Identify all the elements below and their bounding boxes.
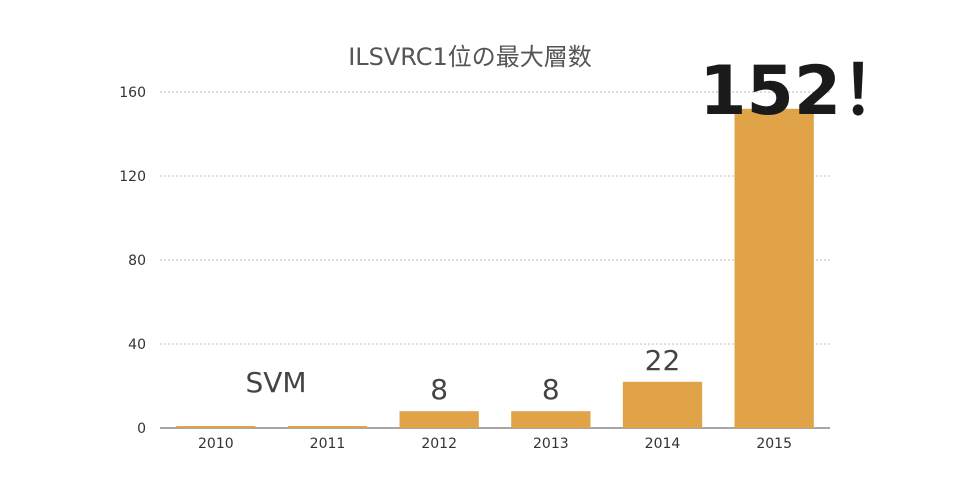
x-tick-label: 2011	[310, 436, 346, 452]
x-tick-label: 2014	[645, 436, 681, 452]
bar	[176, 426, 256, 428]
svm-annotation: SVM	[245, 366, 306, 399]
data-label: 8	[430, 373, 448, 406]
x-tick-label: 2010	[198, 436, 234, 452]
x-tick-label: 2015	[756, 436, 792, 452]
bar	[511, 411, 591, 428]
y-tick-label: 0	[137, 421, 146, 437]
chart-title: ILSVRC1位の最大層数	[348, 43, 592, 71]
data-label: 8	[542, 373, 560, 406]
bar	[287, 426, 368, 428]
x-tick-label: 2012	[421, 436, 457, 452]
y-tick-label: 40	[128, 337, 146, 353]
y-tick-label: 120	[119, 169, 146, 185]
data-label: 152！	[699, 52, 909, 131]
data-label: 22	[645, 344, 681, 377]
y-tick-label: 160	[119, 85, 146, 101]
bar	[734, 108, 814, 429]
x-tick-label: 2013	[533, 436, 569, 452]
bar	[622, 381, 703, 428]
y-tick-label: 80	[128, 253, 146, 269]
bar	[399, 411, 479, 428]
